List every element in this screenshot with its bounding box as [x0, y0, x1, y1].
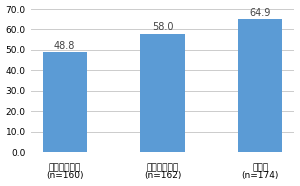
- Bar: [43, 52, 87, 152]
- Bar: [140, 33, 184, 152]
- Text: 64.9: 64.9: [250, 8, 271, 18]
- Text: 58.0: 58.0: [152, 22, 173, 32]
- Text: (n=162): (n=162): [144, 171, 181, 180]
- Text: 小学生低学年: 小学生低学年: [48, 163, 81, 172]
- Text: (n=174): (n=174): [242, 171, 279, 180]
- Text: 48.8: 48.8: [54, 41, 75, 51]
- Bar: [238, 20, 282, 152]
- Text: (n=160): (n=160): [46, 171, 83, 180]
- Text: 小学生高学年: 小学生高学年: [146, 163, 178, 172]
- Text: 中学生: 中学生: [252, 163, 268, 172]
